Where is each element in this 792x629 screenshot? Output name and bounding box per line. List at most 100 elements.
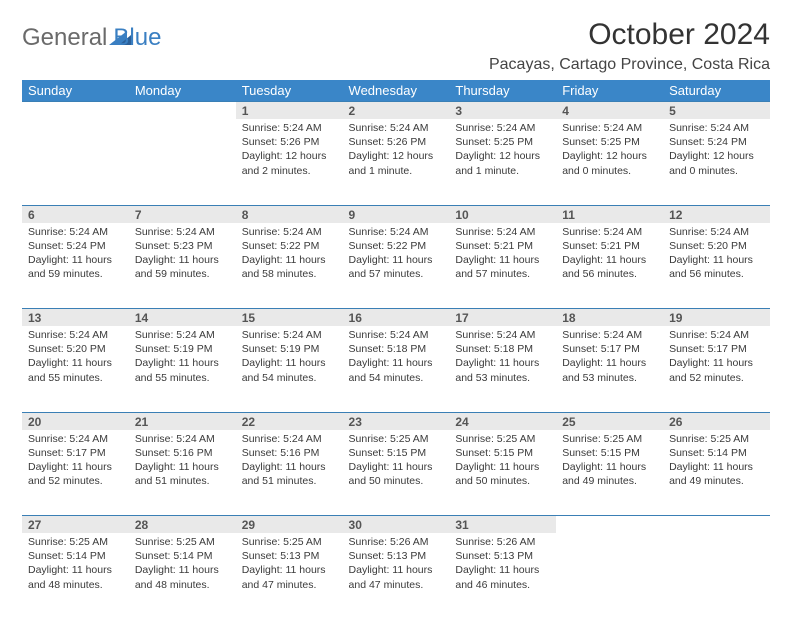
day-details: Sunrise: 5:25 AMSunset: 5:13 PMDaylight:… <box>236 533 343 596</box>
sunrise-line: Sunrise: 5:24 AM <box>455 328 550 342</box>
weekday-header: Monday <box>129 80 236 102</box>
sunrise-line: Sunrise: 5:24 AM <box>242 225 337 239</box>
day-number-cell: 30 <box>343 516 450 534</box>
day-cell: Sunrise: 5:25 AMSunset: 5:15 PMDaylight:… <box>343 430 450 516</box>
calendar-table: Sunday Monday Tuesday Wednesday Thursday… <box>22 80 770 619</box>
day-number-row: 20212223242526 <box>22 412 770 430</box>
weekday-header: Friday <box>556 80 663 102</box>
day-details: Sunrise: 5:26 AMSunset: 5:13 PMDaylight:… <box>343 533 450 596</box>
sunrise-line: Sunrise: 5:24 AM <box>349 121 444 135</box>
day-body-row: Sunrise: 5:24 AMSunset: 5:20 PMDaylight:… <box>22 326 770 412</box>
day-number-cell: 4 <box>556 102 663 120</box>
sunset-line: Sunset: 5:15 PM <box>455 446 550 460</box>
sunset-line: Sunset: 5:22 PM <box>242 239 337 253</box>
header: General Blue October 2024 Pacayas, Carta… <box>22 18 770 80</box>
day-number-row: 2728293031 <box>22 516 770 534</box>
daylight-line: Daylight: 11 hours and 50 minutes. <box>455 460 550 488</box>
sunrise-line: Sunrise: 5:25 AM <box>562 432 657 446</box>
weekday-header: Sunday <box>22 80 129 102</box>
daylight-line: Daylight: 11 hours and 51 minutes. <box>135 460 230 488</box>
daylight-line: Daylight: 11 hours and 48 minutes. <box>135 563 230 591</box>
sunset-line: Sunset: 5:21 PM <box>455 239 550 253</box>
day-details: Sunrise: 5:25 AMSunset: 5:15 PMDaylight:… <box>449 430 556 493</box>
weekday-header: Wednesday <box>343 80 450 102</box>
day-number-cell <box>663 516 770 534</box>
day-cell: Sunrise: 5:24 AMSunset: 5:16 PMDaylight:… <box>236 430 343 516</box>
sunset-line: Sunset: 5:13 PM <box>349 549 444 563</box>
daylight-line: Daylight: 11 hours and 56 minutes. <box>669 253 764 281</box>
day-body-row: Sunrise: 5:25 AMSunset: 5:14 PMDaylight:… <box>22 533 770 619</box>
sunset-line: Sunset: 5:26 PM <box>242 135 337 149</box>
day-number-cell: 25 <box>556 412 663 430</box>
daylight-line: Daylight: 11 hours and 52 minutes. <box>669 356 764 384</box>
title-block: October 2024 Pacayas, Cartago Province, … <box>489 18 770 80</box>
day-number-cell: 27 <box>22 516 129 534</box>
day-cell: Sunrise: 5:24 AMSunset: 5:19 PMDaylight:… <box>129 326 236 412</box>
logo: General Blue <box>22 18 161 52</box>
daylight-line: Daylight: 11 hours and 46 minutes. <box>455 563 550 591</box>
day-number-cell: 15 <box>236 309 343 327</box>
sunrise-line: Sunrise: 5:24 AM <box>349 225 444 239</box>
day-cell: Sunrise: 5:24 AMSunset: 5:24 PMDaylight:… <box>22 223 129 309</box>
daylight-line: Daylight: 11 hours and 52 minutes. <box>28 460 123 488</box>
sunset-line: Sunset: 5:25 PM <box>562 135 657 149</box>
day-details: Sunrise: 5:24 AMSunset: 5:19 PMDaylight:… <box>129 326 236 389</box>
day-details: Sunrise: 5:26 AMSunset: 5:13 PMDaylight:… <box>449 533 556 596</box>
day-cell: Sunrise: 5:24 AMSunset: 5:25 PMDaylight:… <box>449 119 556 205</box>
day-number-cell: 29 <box>236 516 343 534</box>
day-details: Sunrise: 5:24 AMSunset: 5:16 PMDaylight:… <box>129 430 236 493</box>
day-details: Sunrise: 5:24 AMSunset: 5:19 PMDaylight:… <box>236 326 343 389</box>
day-cell: Sunrise: 5:24 AMSunset: 5:26 PMDaylight:… <box>236 119 343 205</box>
sunrise-line: Sunrise: 5:25 AM <box>455 432 550 446</box>
day-cell: Sunrise: 5:24 AMSunset: 5:21 PMDaylight:… <box>556 223 663 309</box>
day-cell: Sunrise: 5:24 AMSunset: 5:24 PMDaylight:… <box>663 119 770 205</box>
day-details: Sunrise: 5:25 AMSunset: 5:14 PMDaylight:… <box>22 533 129 596</box>
sunrise-line: Sunrise: 5:24 AM <box>242 328 337 342</box>
day-details: Sunrise: 5:24 AMSunset: 5:24 PMDaylight:… <box>663 119 770 182</box>
sunrise-line: Sunrise: 5:24 AM <box>669 121 764 135</box>
day-number-cell: 9 <box>343 205 450 223</box>
sunset-line: Sunset: 5:16 PM <box>242 446 337 460</box>
daylight-line: Daylight: 11 hours and 49 minutes. <box>562 460 657 488</box>
sunrise-line: Sunrise: 5:25 AM <box>242 535 337 549</box>
day-number-cell: 17 <box>449 309 556 327</box>
day-cell: Sunrise: 5:24 AMSunset: 5:17 PMDaylight:… <box>22 430 129 516</box>
daylight-line: Daylight: 11 hours and 59 minutes. <box>135 253 230 281</box>
sunset-line: Sunset: 5:23 PM <box>135 239 230 253</box>
day-cell: Sunrise: 5:24 AMSunset: 5:25 PMDaylight:… <box>556 119 663 205</box>
sunrise-line: Sunrise: 5:25 AM <box>349 432 444 446</box>
day-details: Sunrise: 5:25 AMSunset: 5:14 PMDaylight:… <box>663 430 770 493</box>
sunrise-line: Sunrise: 5:24 AM <box>242 432 337 446</box>
day-cell: Sunrise: 5:25 AMSunset: 5:14 PMDaylight:… <box>129 533 236 619</box>
daylight-line: Daylight: 11 hours and 58 minutes. <box>242 253 337 281</box>
day-number-cell: 14 <box>129 309 236 327</box>
day-number-cell: 22 <box>236 412 343 430</box>
day-number-cell: 26 <box>663 412 770 430</box>
daylight-line: Daylight: 11 hours and 55 minutes. <box>135 356 230 384</box>
sunset-line: Sunset: 5:20 PM <box>669 239 764 253</box>
day-details: Sunrise: 5:24 AMSunset: 5:20 PMDaylight:… <box>663 223 770 286</box>
day-body-row: Sunrise: 5:24 AMSunset: 5:17 PMDaylight:… <box>22 430 770 516</box>
sunset-line: Sunset: 5:24 PM <box>669 135 764 149</box>
sunset-line: Sunset: 5:19 PM <box>242 342 337 356</box>
logo-word-general: General <box>22 24 107 52</box>
sunrise-line: Sunrise: 5:24 AM <box>562 121 657 135</box>
sunrise-line: Sunrise: 5:24 AM <box>135 328 230 342</box>
day-details: Sunrise: 5:24 AMSunset: 5:25 PMDaylight:… <box>556 119 663 182</box>
day-number-cell: 5 <box>663 102 770 120</box>
sunrise-line: Sunrise: 5:24 AM <box>28 432 123 446</box>
day-number-cell: 8 <box>236 205 343 223</box>
sunset-line: Sunset: 5:13 PM <box>455 549 550 563</box>
daylight-line: Daylight: 11 hours and 53 minutes. <box>455 356 550 384</box>
day-details: Sunrise: 5:24 AMSunset: 5:24 PMDaylight:… <box>22 223 129 286</box>
day-cell: Sunrise: 5:24 AMSunset: 5:18 PMDaylight:… <box>449 326 556 412</box>
day-cell: Sunrise: 5:24 AMSunset: 5:26 PMDaylight:… <box>343 119 450 205</box>
sunrise-line: Sunrise: 5:24 AM <box>669 225 764 239</box>
daylight-line: Daylight: 11 hours and 55 minutes. <box>28 356 123 384</box>
sunset-line: Sunset: 5:17 PM <box>28 446 123 460</box>
daylight-line: Daylight: 11 hours and 59 minutes. <box>28 253 123 281</box>
day-body-row: Sunrise: 5:24 AMSunset: 5:24 PMDaylight:… <box>22 223 770 309</box>
day-number-cell <box>22 102 129 120</box>
day-cell <box>129 119 236 205</box>
sunset-line: Sunset: 5:13 PM <box>242 549 337 563</box>
